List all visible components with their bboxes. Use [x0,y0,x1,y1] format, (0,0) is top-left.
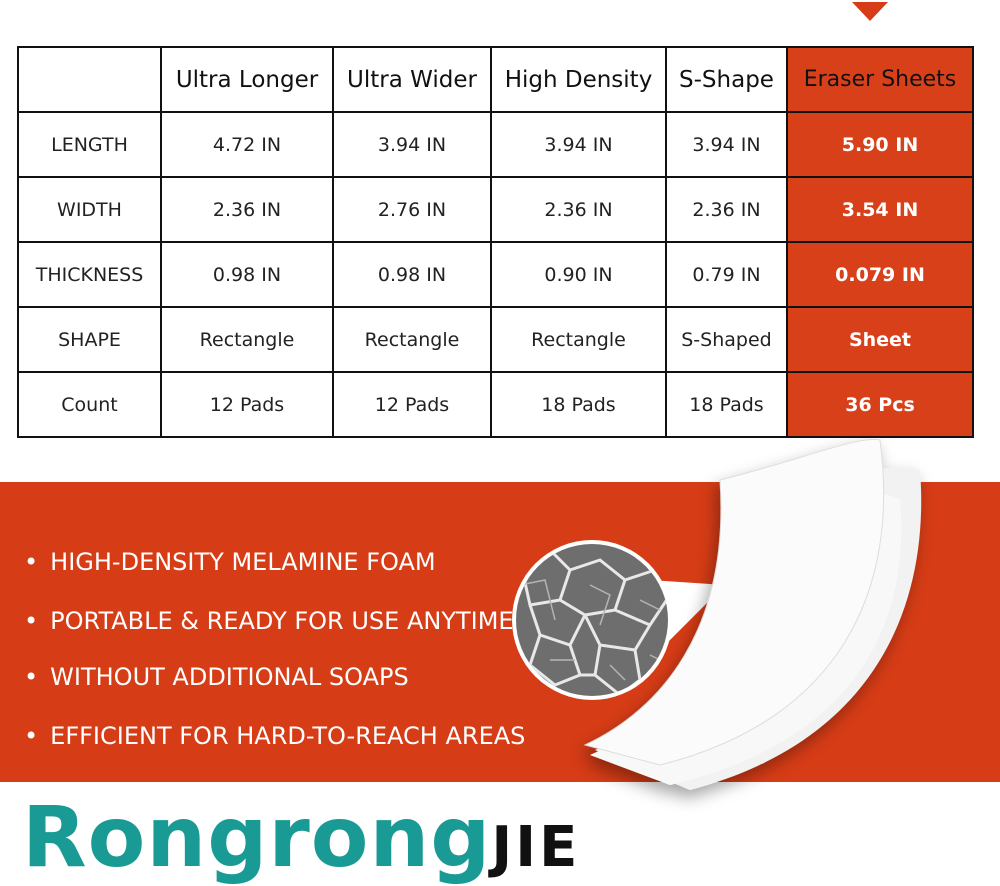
cell: 0.79 IN [665,241,788,308]
table-row: LENGTH 4.72 IN 3.94 IN 3.94 IN 3.94 IN 5.90 I… [17,111,974,178]
cell: S-Shaped [665,306,788,373]
brand-name: Rongrong [22,788,492,886]
pointer-arrow [852,2,888,21]
corner-cell [17,46,162,113]
cell: 3.94 IN [332,111,492,178]
feature: WITHOUT ADDITIONAL SOAPS [24,663,409,691]
cell: 5.90 IN [786,111,974,178]
cell: Sheet [786,306,974,373]
column-header: Eraser Sheets [786,46,974,113]
cell: 3.94 IN [665,111,788,178]
cell: 0.98 IN [332,241,492,308]
brand-logo: RongrongJIE [22,788,580,886]
cell: Rectangle [332,306,492,373]
row-label: LENGTH [17,111,162,178]
cell: Rectangle [160,306,334,373]
column-header: High Density [490,46,667,113]
brand-suffix: JIE [491,815,581,880]
cell: 0.90 IN [490,241,667,308]
cell: 4.72 IN [160,111,334,178]
product-illustration [512,438,922,790]
cell: 2.36 IN [665,176,788,243]
row-label: WIDTH [17,176,162,243]
cell: 36 Pcs [786,371,974,438]
feature: PORTABLE & READY FOR USE ANYTIME [24,607,513,635]
row-label: SHAPE [17,306,162,373]
row-label: THICKNESS [17,241,162,308]
comparison-table: Ultra Longer Ultra Wider High Density S-Sha… [17,46,974,438]
table-row: Count 12 Pads 12 Pads 18 Pads 18 Pads 36 Pcs [17,371,974,438]
table-row: SHAPE Rectangle Rectangle Rectangle S-Shaped… [17,306,974,373]
row-label: Count [17,371,162,438]
cell: 18 Pads [665,371,788,438]
cell: 2.76 IN [332,176,492,243]
cell: 3.94 IN [490,111,667,178]
cell: 0.079 IN [786,241,974,308]
cell: 2.36 IN [490,176,667,243]
column-header: Ultra Wider [332,46,492,113]
header-row: Ultra Longer Ultra Wider High Density S-Sha… [17,46,974,113]
cell: 0.98 IN [160,241,334,308]
cell: 12 Pads [160,371,334,438]
column-header: S-Shape [665,46,788,113]
column-header: Ultra Longer [160,46,334,113]
cell: 3.54 IN [786,176,974,243]
feature: HIGH-DENSITY MELAMINE FOAM [24,548,435,576]
cell: 18 Pads [490,371,667,438]
table-row: WIDTH 2.36 IN 2.76 IN 2.36 IN 2.36 IN 3.54 IN [17,176,974,243]
cell: 12 Pads [332,371,492,438]
feature: EFFICIENT FOR HARD-TO-REACH AREAS [24,722,525,750]
table-row: THICKNESS 0.98 IN 0.98 IN 0.90 IN 0.79 IN 0.0… [17,241,974,308]
cell: 2.36 IN [160,176,334,243]
cell: Rectangle [490,306,667,373]
